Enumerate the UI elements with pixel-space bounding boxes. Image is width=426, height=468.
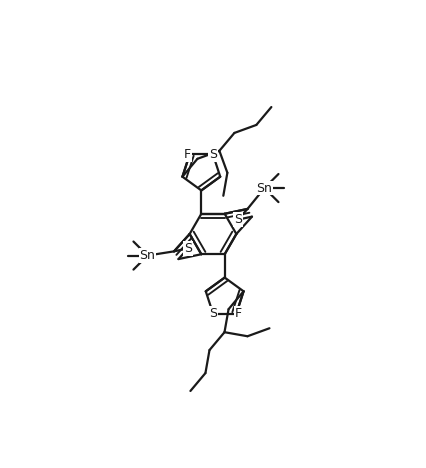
Text: F: F xyxy=(184,148,191,161)
Text: Sn: Sn xyxy=(256,182,272,195)
Text: S: S xyxy=(234,213,242,226)
Text: Sn: Sn xyxy=(140,249,155,262)
Text: S: S xyxy=(209,307,217,320)
Text: F: F xyxy=(235,307,242,320)
Text: S: S xyxy=(184,242,192,255)
Text: S: S xyxy=(209,148,217,161)
